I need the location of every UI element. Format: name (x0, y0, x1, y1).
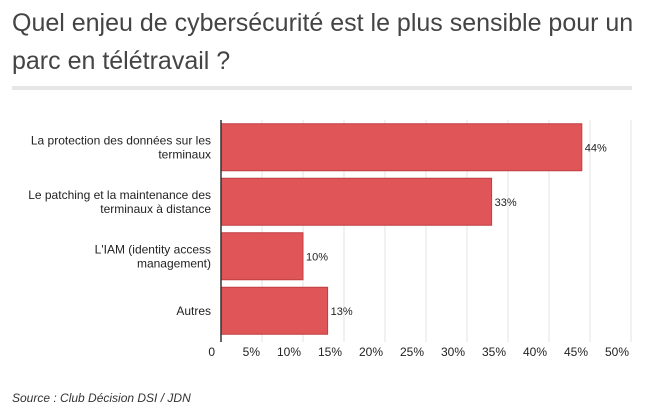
x-tick-label: 10% (277, 345, 301, 359)
x-tick-label: 35% (482, 345, 506, 359)
x-tick-label: 45% (564, 345, 588, 359)
bar (220, 123, 583, 172)
data-label: 10% (306, 251, 328, 263)
bar (220, 232, 304, 281)
x-tick-label: 20% (359, 345, 383, 359)
source-note: Source : Club Décision DSI / JDN (12, 391, 191, 405)
title-divider (12, 86, 632, 90)
category-label: L'IAM (identity access management) (95, 242, 211, 270)
data-label: 33% (495, 197, 517, 209)
x-tick-label: 15% (318, 345, 342, 359)
x-tick-label: 0 (208, 345, 215, 359)
x-tick-label: 50% (605, 345, 629, 359)
chart-title: Quel enjeu de cybersécurité est le plus … (12, 9, 634, 75)
bar (220, 286, 329, 335)
category-label: La protection des données sur les termina… (31, 133, 211, 161)
category-label: Le patching et la maintenance des termina… (28, 188, 211, 216)
x-tick-label: 30% (441, 345, 465, 359)
bar (220, 177, 493, 226)
bar-chart: 44% La protection des données sur les term… (28, 120, 632, 359)
x-tick-label: 40% (523, 345, 547, 359)
x-tick-label: 5% (243, 345, 261, 359)
data-label: 44% (585, 142, 607, 154)
x-tick-label: 25% (400, 345, 424, 359)
data-label: 13% (331, 306, 353, 318)
category-label: Autres (176, 304, 211, 318)
